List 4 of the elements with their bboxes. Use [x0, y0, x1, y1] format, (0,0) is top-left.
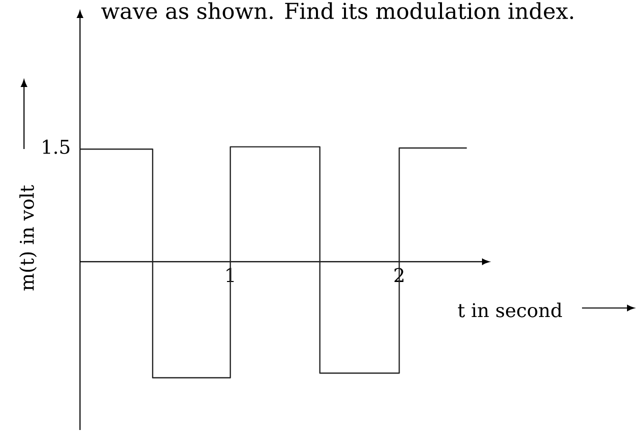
text: wave as shown. Find its modulation index. [101, 2, 574, 20]
y-axis-title: m(t) in volt [19, 184, 37, 290]
x-axis-title: t in second [458, 302, 562, 318]
text: 1.5 [43, 140, 70, 154]
